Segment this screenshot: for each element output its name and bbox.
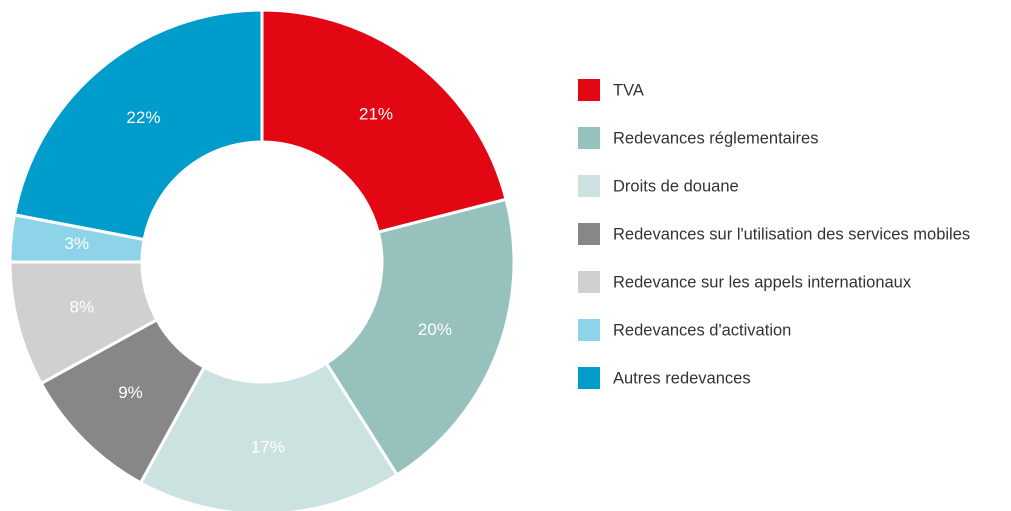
- legend-swatch: [578, 223, 600, 245]
- slice-label: 22%: [126, 108, 160, 127]
- donut-slice: [138, 361, 400, 511]
- legend-label: Redevance sur les appels internationaux: [613, 273, 912, 291]
- slice-label: 8%: [70, 298, 95, 317]
- legend-swatch: [578, 175, 600, 197]
- legend-swatch: [578, 127, 600, 149]
- legend-label: Redevances réglementaires: [613, 129, 818, 147]
- legend-label: TVA: [613, 81, 644, 99]
- legend-label: Autres redevances: [613, 369, 751, 387]
- slice-label: 3%: [65, 234, 90, 253]
- slice-label: 21%: [359, 105, 393, 124]
- slice-label: 20%: [418, 320, 452, 339]
- donut-slice: [324, 197, 516, 477]
- slice-label: 9%: [118, 383, 143, 402]
- legend-swatch: [578, 367, 600, 389]
- legend-label: Redevances sur l'utilisation des service…: [613, 225, 970, 243]
- legend-label: Redevances d'activation: [613, 321, 791, 339]
- donut-slice: [260, 8, 508, 234]
- legend-swatch: [578, 271, 600, 293]
- slice-label: 17%: [251, 437, 285, 456]
- legend-swatch: [578, 319, 600, 341]
- legend-label: Droits de douane: [613, 177, 739, 195]
- legend-swatch: [578, 79, 600, 101]
- donut-slice: [12, 8, 264, 242]
